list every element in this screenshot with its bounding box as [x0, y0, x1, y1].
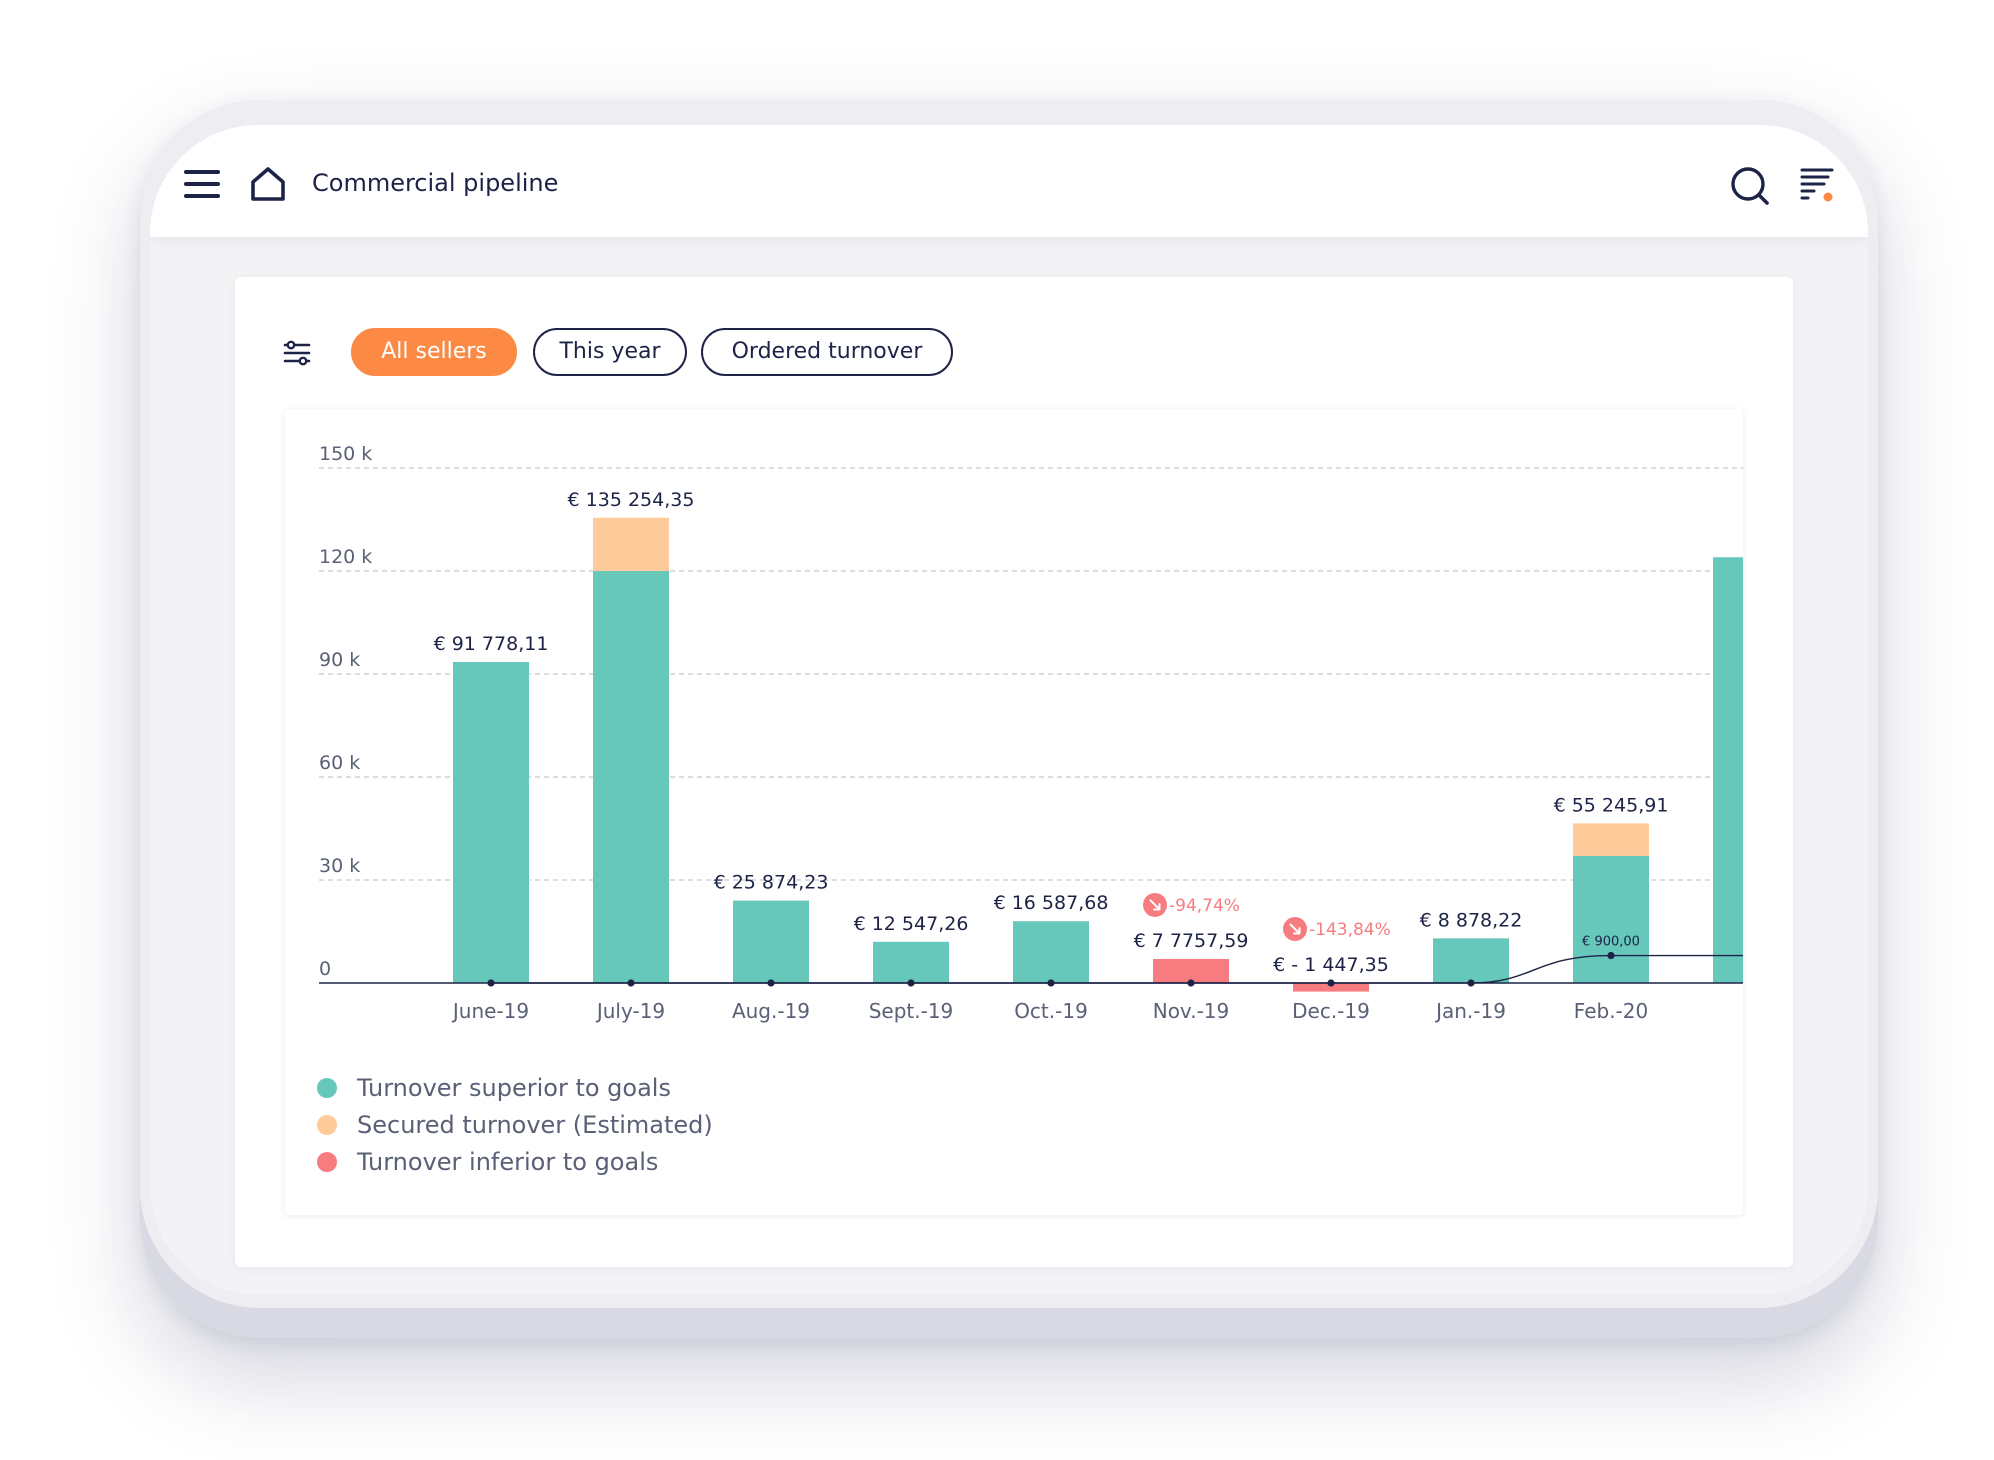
bar-value-label: € 91 778,11	[434, 633, 549, 655]
x-tick-label: Dec.-19	[1292, 999, 1370, 1023]
bar-value-label: € 135 254,35	[568, 489, 695, 511]
y-tick-label: 120 k	[319, 546, 372, 568]
y-tick-label: 150 k	[319, 443, 372, 465]
bar-inferior	[1153, 958, 1229, 983]
goal-point	[627, 979, 635, 987]
legend-swatch-inferior	[317, 1151, 337, 1172]
goal-point	[1327, 979, 1335, 987]
bar-superior	[1573, 855, 1649, 983]
bar-secured	[593, 517, 669, 571]
trend-arrow-glyph	[1149, 899, 1161, 911]
pipeline-card: All sellers This year Ordered turnover 0…	[235, 277, 1793, 1267]
y-tick-label: 30 k	[319, 855, 360, 877]
trend-arrow-glyph	[1289, 923, 1301, 935]
goal-point	[1467, 979, 1475, 987]
legend-label-inferior: Turnover inferior to goals	[357, 1147, 659, 1176]
chip-ordered-turnover[interactable]: Ordered turnover	[701, 328, 953, 376]
search-icon[interactable]	[1730, 166, 1770, 206]
y-tick-label: 90 k	[319, 649, 360, 671]
filter-sliders-icon[interactable]	[283, 339, 313, 367]
bar-superior	[873, 941, 949, 983]
x-tick-label: Jan.-19	[1434, 999, 1506, 1023]
bar-value-label: € 12 547,26	[854, 913, 969, 935]
bar-superior	[1433, 938, 1509, 983]
legend-item-inferior: Turnover inferior to goals	[317, 1143, 713, 1180]
device-frame: Commercial pipeline	[140, 100, 1878, 1338]
chip-this-year[interactable]: This year	[533, 328, 687, 376]
app-screen: Commercial pipeline	[150, 125, 1868, 1295]
x-tick-label: Aug.-19	[732, 999, 810, 1023]
bar-superior	[453, 661, 529, 983]
x-tick-label: June-19	[451, 999, 529, 1023]
x-tick-label: Sept.-19	[869, 999, 954, 1023]
goal-point	[487, 979, 495, 987]
top-bar: Commercial pipeline	[150, 125, 1868, 237]
bar-superior	[1013, 921, 1089, 983]
legend-swatch-secured	[317, 1114, 337, 1135]
legend-swatch-superior	[317, 1077, 337, 1098]
hamburger-menu-icon[interactable]	[184, 170, 220, 200]
goal-point	[1187, 979, 1195, 987]
goal-point	[1607, 951, 1615, 960]
goal-value-label: € 900,00	[1582, 935, 1640, 950]
turnover-chart: 0 30 k 60 k 90 k 120 k 150 k € 91 778,11 June-1…	[285, 409, 1743, 1215]
goal-point	[907, 979, 915, 987]
bar-superior	[593, 571, 669, 983]
report-notification-icon[interactable]	[1800, 167, 1836, 203]
goal-point	[767, 979, 775, 987]
y-tick-label: 0	[319, 958, 331, 980]
bar-secured	[1573, 823, 1649, 856]
x-tick-label: July-19	[595, 999, 665, 1023]
bar-superior	[733, 900, 809, 983]
page-title: Commercial pipeline	[312, 169, 559, 197]
x-tick-label: Feb.-20	[1574, 999, 1648, 1023]
variation-badge-label: -94,74%	[1169, 896, 1240, 916]
bar-value-label: € 25 874,23	[714, 872, 829, 894]
goal-line	[491, 954, 1743, 984]
turnover-bar-chart: 0 30 k 60 k 90 k 120 k 150 k € 91 778,11 June-1…	[319, 443, 1743, 1023]
legend-label-secured: Secured turnover (Estimated)	[357, 1110, 713, 1139]
legend-item-superior: Turnover superior to goals	[317, 1069, 713, 1106]
bar-value-label: € 16 587,68	[994, 892, 1109, 914]
variation-badge-label: -143,84%	[1309, 920, 1391, 940]
x-tick-label: Oct.-19	[1014, 999, 1088, 1023]
home-icon[interactable]	[248, 165, 288, 203]
bar-value-label: € 55 245,91	[1554, 794, 1669, 816]
legend-label-superior: Turnover superior to goals	[357, 1073, 671, 1102]
chip-all-sellers[interactable]: All sellers	[351, 328, 517, 376]
bar-value-label: € 8 878,22	[1420, 909, 1523, 931]
legend-item-secured: Secured turnover (Estimated)	[317, 1106, 713, 1143]
bar-inferior	[1293, 983, 1369, 992]
chart-legend: Turnover superior to goals Secured turno…	[317, 1069, 713, 1180]
bar-value-label: € - 1 447,35	[1273, 954, 1389, 976]
bar-value-label: € 7 7757,59	[1134, 930, 1249, 952]
x-tick-label: Nov.-19	[1153, 999, 1230, 1023]
y-tick-label: 60 k	[319, 752, 360, 774]
bar-superior	[1713, 557, 1743, 983]
goal-point	[1047, 979, 1055, 987]
